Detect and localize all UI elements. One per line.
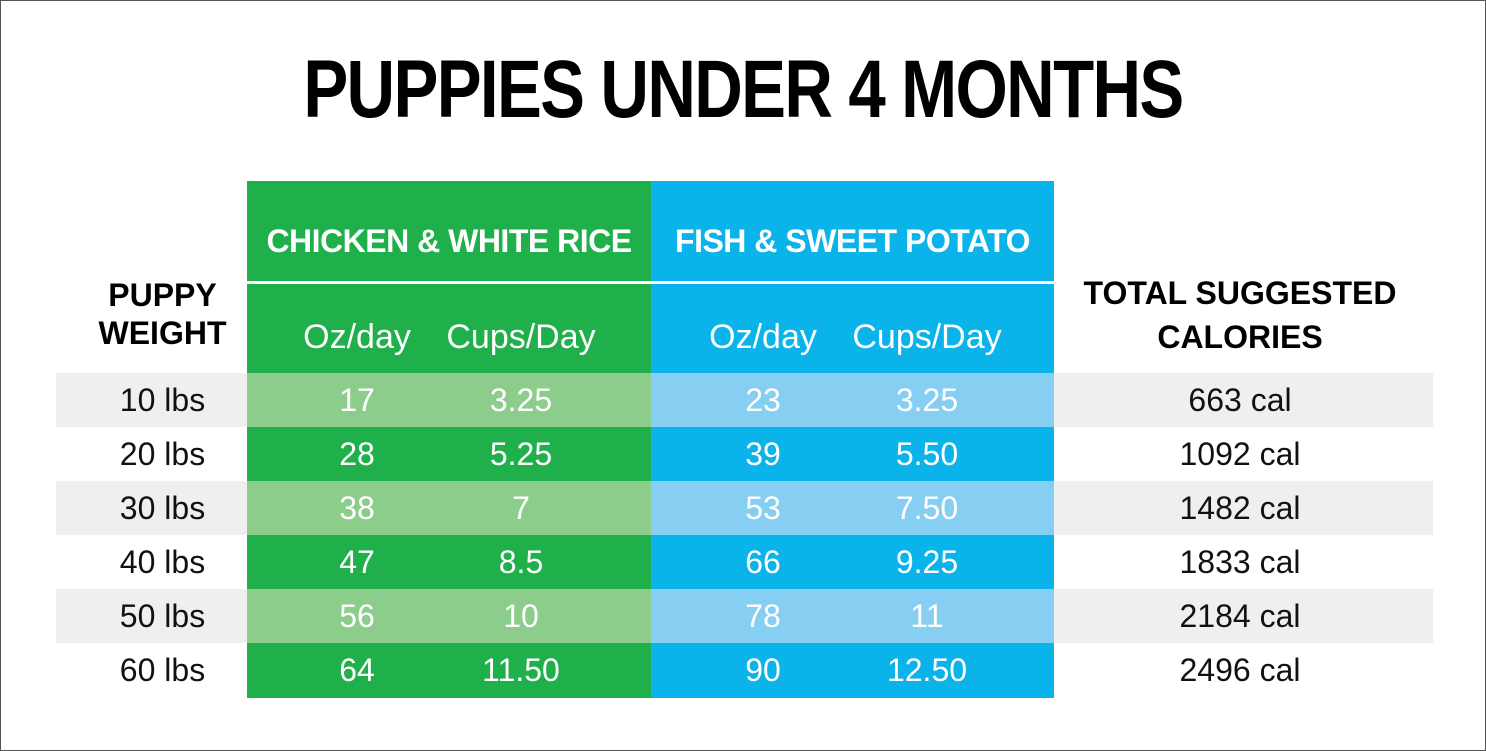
fish-row-shade: [651, 373, 1054, 427]
recipe-chicken-header: CHICKEN & WHITE RICE: [266, 223, 632, 259]
page-title: PUPPIES UNDER 4 MONTHS: [303, 44, 1184, 135]
weight-cell: 50 lbs: [119, 598, 206, 634]
chicken-row-shade: [247, 373, 651, 427]
chicken-cups-cell: 8.5: [498, 544, 544, 580]
chicken-cups-cell: 11.50: [482, 652, 560, 688]
calories-cell: 1092 cal: [1179, 436, 1301, 472]
chicken-row-shade: [247, 481, 651, 535]
chicken-cups-cell: 7: [512, 490, 530, 526]
chicken-oz-cell: 28: [339, 436, 375, 472]
fish-cups-header: Cups/Day: [852, 318, 1002, 356]
weight-cell: 20 lbs: [119, 436, 206, 472]
weight-cell: 60 lbs: [119, 652, 206, 688]
puppy-weight-header-line1: PUPPY: [108, 277, 217, 313]
fish-oz-cell: 53: [745, 490, 781, 526]
fish-row-shade: [651, 589, 1054, 643]
total-calories-header-line1: TOTAL SUGGESTED: [1083, 275, 1397, 311]
fish-row-shade: [651, 481, 1054, 535]
fish-cups-cell: 7.50: [895, 490, 959, 526]
fish-cups-cell: 5.50: [895, 436, 959, 472]
calories-cell: 2184 cal: [1179, 598, 1301, 634]
fish-oz-cell: 39: [745, 436, 781, 472]
recipe-fish-header: FISH & SWEET POTATO: [675, 223, 1030, 259]
chicken-cups-cell: 10: [503, 598, 539, 634]
calories-cell: 1482 cal: [1179, 490, 1301, 526]
fish-oz-header: Oz/day: [709, 318, 817, 356]
chicken-oz-cell: 38: [339, 490, 375, 526]
chicken-cups-header: Cups/Day: [446, 318, 596, 356]
chicken-oz-cell: 56: [339, 598, 375, 634]
fish-cups-cell: 12.50: [886, 652, 968, 688]
fish-oz-cell: 66: [745, 544, 781, 580]
chicken-oz-cell: 17: [339, 382, 375, 418]
calories-cell: 1833 cal: [1179, 544, 1301, 580]
fish-header-divider: [651, 281, 1054, 284]
chicken-oz-cell: 64: [339, 652, 375, 688]
puppy-weight-header-line2: WEIGHT: [98, 315, 227, 351]
fish-oz-cell: 23: [745, 382, 781, 418]
weight-cell: 30 lbs: [119, 490, 206, 526]
fish-cups-cell: 3.25: [895, 382, 959, 418]
fish-oz-cell: 90: [745, 652, 781, 688]
calories-cell: 663 cal: [1188, 382, 1292, 418]
weight-cell: 10 lbs: [119, 382, 206, 418]
fish-cups-cell: 11: [910, 598, 944, 634]
chicken-row-shade: [247, 589, 651, 643]
total-calories-header-line2: CALORIES: [1157, 319, 1323, 355]
calories-cell: 2496 cal: [1179, 652, 1301, 688]
weight-cell: 40 lbs: [119, 544, 206, 580]
fish-oz-cell: 78: [745, 598, 781, 634]
chicken-cups-cell: 3.25: [489, 382, 553, 418]
puppy-weight-header: PUPPY WEIGHT: [90, 276, 235, 352]
total-calories-header: TOTAL SUGGESTED CALORIES: [1055, 271, 1425, 359]
chicken-header-divider: [247, 281, 651, 284]
chicken-oz-cell: 47: [339, 544, 375, 580]
fish-cups-cell: 9.25: [895, 544, 959, 580]
chicken-cups-cell: 5.25: [489, 436, 553, 472]
chicken-oz-header: Oz/day: [303, 318, 411, 356]
